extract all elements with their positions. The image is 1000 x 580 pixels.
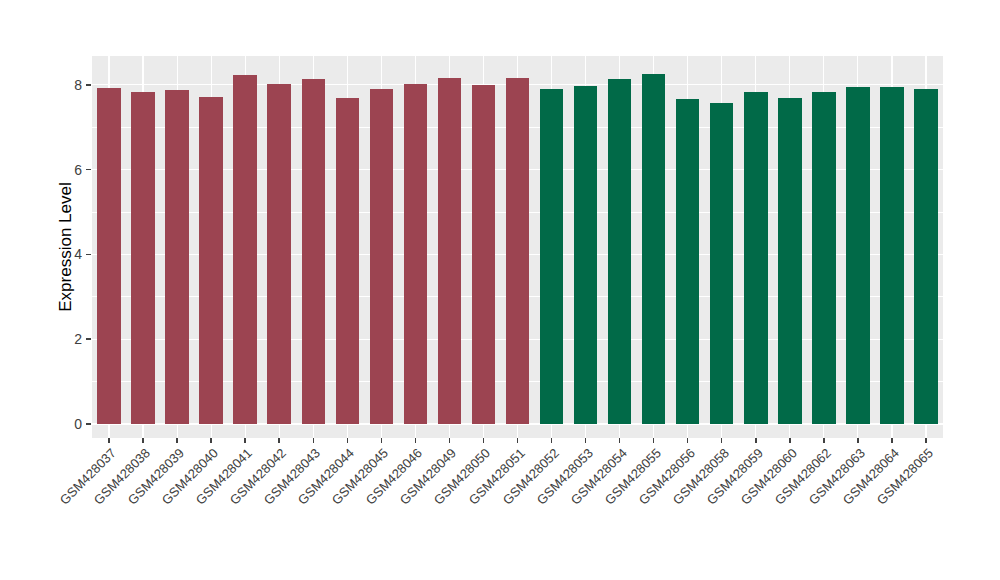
bar-GSM428054 — [608, 79, 632, 424]
x-tick-mark — [108, 438, 110, 443]
x-tick-mark — [176, 438, 178, 443]
y-tick-mark — [86, 338, 91, 340]
x-tick-mark — [823, 438, 825, 443]
x-tick-mark — [721, 438, 723, 443]
bar-GSM428049 — [438, 78, 462, 424]
bar-GSM428045 — [370, 89, 394, 424]
y-tick-label: 2 — [52, 331, 82, 347]
x-tick-mark — [517, 438, 519, 443]
bar-GSM428043 — [302, 79, 326, 424]
bar-GSM428056 — [676, 99, 700, 424]
x-tick-mark — [551, 438, 553, 443]
x-tick-mark — [891, 438, 893, 443]
bar-GSM428040 — [199, 97, 223, 424]
y-tick-mark — [86, 254, 91, 256]
bar-GSM428063 — [846, 87, 870, 424]
x-tick-mark — [415, 438, 417, 443]
y-tick-label: 6 — [52, 162, 82, 178]
y-tick-mark — [86, 169, 91, 171]
bar-GSM428064 — [880, 87, 904, 424]
x-tick-mark — [857, 438, 859, 443]
x-tick-mark — [789, 438, 791, 443]
x-tick-mark — [755, 438, 757, 443]
x-tick-mark — [347, 438, 349, 443]
bar-GSM428059 — [744, 92, 768, 424]
bar-GSM428051 — [506, 78, 530, 424]
y-tick-label: 0 — [52, 416, 82, 432]
x-tick-mark — [278, 438, 280, 443]
bar-GSM428065 — [914, 89, 938, 424]
x-tick-mark — [687, 438, 689, 443]
x-tick-mark — [585, 438, 587, 443]
bar-GSM428058 — [710, 103, 734, 424]
bar-GSM428044 — [336, 98, 360, 424]
x-tick-mark — [381, 438, 383, 443]
bar-GSM428062 — [812, 92, 836, 424]
bar-GSM428055 — [642, 74, 666, 424]
y-tick-mark — [86, 84, 91, 86]
expression-level-bar-chart: Expression Level 02468GSM428037GSM428038… — [0, 0, 1000, 580]
bar-GSM428037 — [97, 88, 121, 424]
y-tick-label: 8 — [52, 77, 82, 93]
bar-GSM428060 — [778, 98, 802, 424]
x-tick-mark — [244, 438, 246, 443]
x-tick-mark — [449, 438, 451, 443]
bar-GSM428050 — [472, 85, 496, 424]
x-tick-mark — [483, 438, 485, 443]
bar-GSM428039 — [165, 90, 189, 424]
x-tick-mark — [653, 438, 655, 443]
bar-GSM428053 — [574, 86, 598, 424]
y-tick-mark — [86, 423, 91, 425]
bar-GSM428052 — [540, 89, 564, 424]
bar-GSM428046 — [404, 84, 428, 424]
x-tick-mark — [142, 438, 144, 443]
bar-GSM428038 — [131, 92, 155, 424]
plot-panel — [92, 56, 943, 438]
bar-GSM428041 — [233, 75, 257, 424]
x-tick-mark — [619, 438, 621, 443]
x-tick-mark — [925, 438, 927, 443]
bar-GSM428042 — [267, 84, 291, 424]
x-tick-mark — [210, 438, 212, 443]
y-tick-label: 4 — [52, 246, 82, 262]
x-tick-mark — [313, 438, 315, 443]
